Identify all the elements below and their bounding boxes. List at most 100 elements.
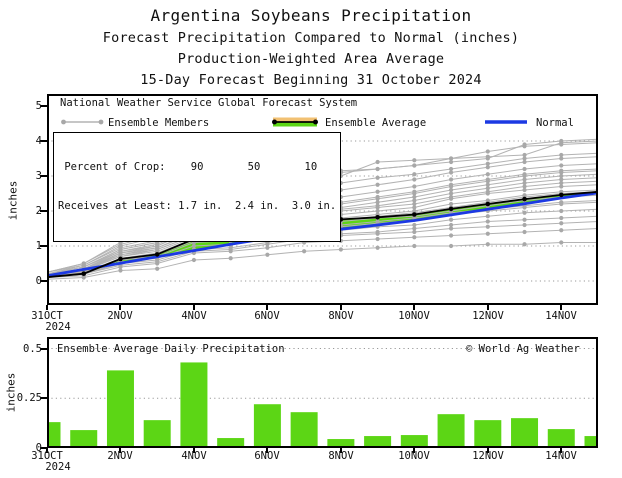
bottom-x-year-label: 2024 <box>45 461 71 473</box>
ensemble-member-marker <box>228 247 233 252</box>
top-y-tick-label: 1 <box>35 240 42 252</box>
daily-precip-bar <box>364 436 392 448</box>
top-y-tick-label: 5 <box>35 100 42 112</box>
ensemble-member-marker <box>155 266 160 271</box>
top-x-tick <box>487 305 489 310</box>
ensemble-member-marker <box>448 159 454 165</box>
ensemble-member-marker <box>485 242 490 247</box>
top-y-tick <box>40 105 47 107</box>
ensemble-member-marker <box>559 200 564 205</box>
ensemble-member-marker <box>522 242 527 247</box>
ensemble-members-swatch-icon <box>61 119 104 125</box>
legend-average-label: Ensemble Average <box>325 117 427 129</box>
crop-probability-table: Percent of Crop: 90 50 10 Receives at Le… <box>53 132 342 242</box>
ensemble-member-marker <box>485 186 490 191</box>
ensemble-average-marker <box>522 196 527 202</box>
top-y-tick <box>40 245 47 247</box>
bottom-y-tick-label: 0.25 <box>16 392 42 404</box>
top-y-tick-label: 4 <box>35 135 42 147</box>
legend-normal-label: Normal <box>536 117 574 129</box>
ensemble-member-marker <box>522 142 527 147</box>
ensemble-average-marker <box>375 215 380 220</box>
bottom-x-tick-label: 10NOV <box>398 450 430 462</box>
ensemble-member-marker <box>485 219 490 224</box>
ensemble-member-marker <box>191 243 197 249</box>
ensemble-member-marker <box>375 205 380 210</box>
top-x-tick-label: 12NOV <box>472 310 504 322</box>
ensemble-member-marker <box>412 222 417 228</box>
ensemble-average-marker <box>412 212 417 217</box>
ensemble-member-marker <box>191 257 197 263</box>
ensemble-member-marker <box>559 173 564 179</box>
bottom-y-tick-label: 0 <box>35 442 42 454</box>
ensemble-member-marker <box>448 226 454 231</box>
page-subtitle-3: 15-Day Forecast Beginning 31 October 202… <box>140 72 482 88</box>
top-x-tick-label: 6NOV <box>254 310 280 322</box>
ensemble-member-marker <box>448 201 454 207</box>
ensemble-member-marker <box>522 217 527 222</box>
daily-precip-bar <box>474 420 502 448</box>
bottom-chart-title: Ensemble Average Daily Precipitation <box>57 343 285 355</box>
top-chart-frame <box>47 94 598 305</box>
top-x-tick-label: 14NOV <box>545 310 577 322</box>
bottom-x-tick-label: 4NOV <box>181 450 207 462</box>
bottom-x-tick-label: 31OCT <box>31 450 63 462</box>
ensemble-member-marker <box>448 177 454 182</box>
ensemble-member-marker <box>375 231 380 236</box>
ensemble-member-marker <box>559 177 564 182</box>
top-x-year-label: 2024 <box>45 321 71 333</box>
ensemble-member-marker <box>412 201 417 207</box>
ensemble-average-marker <box>154 252 160 257</box>
ensemble-member-marker <box>485 149 490 154</box>
ensemble-member-marker <box>522 159 527 165</box>
daily-precip-bar <box>400 435 428 448</box>
bottom-x-tick <box>193 448 195 453</box>
ensemble-member-marker <box>412 184 417 189</box>
ensemble-member-marker <box>265 245 270 250</box>
ensemble-member-marker <box>448 222 454 228</box>
ensemble-member-marker <box>448 233 454 238</box>
ensemble-member-marker <box>375 182 380 187</box>
bottom-x-tick-label: 2NOV <box>107 450 133 462</box>
top-x-tick-label: 4NOV <box>181 310 207 322</box>
page-subtitle-1: Forecast Precipitation Compared to Norma… <box>102 30 520 46</box>
ensemble-member-marker <box>448 243 454 249</box>
bottom-y-tick-label: 0.5 <box>23 343 42 355</box>
daily-precip-bar <box>47 422 61 448</box>
ensemble-member-marker <box>559 221 564 226</box>
ensemble-member-marker <box>485 189 490 194</box>
bottom-x-tick-label: 8NOV <box>328 450 354 462</box>
ensemble-member-marker <box>412 229 417 235</box>
ensemble-member-marker <box>559 184 564 189</box>
ensemble-member-marker <box>559 240 564 245</box>
top-x-tick <box>413 305 415 310</box>
ensemble-member-marker <box>485 182 490 187</box>
ensemble-member-marker <box>522 152 527 158</box>
ensemble-member-marker <box>448 156 454 161</box>
daily-precip-bar <box>180 362 208 448</box>
ensemble-member-marker <box>522 166 527 172</box>
ensemble-member-marker <box>265 252 270 257</box>
ensemble-member-marker <box>522 156 527 161</box>
ensemble-member-marker <box>522 222 527 228</box>
top-x-tick <box>119 305 121 310</box>
ensemble-member-marker <box>522 177 527 182</box>
ensemble-member-marker <box>559 152 564 158</box>
ensemble-member-marker <box>412 177 417 182</box>
top-x-tick-label: 8NOV <box>328 310 354 322</box>
ensemble-member-marker <box>375 166 380 172</box>
ensemble-member-marker <box>485 165 490 170</box>
daily-precip-bar <box>584 436 598 448</box>
legend-members-label: Ensemble Members <box>108 117 210 129</box>
ensemble-average-marker <box>81 271 87 276</box>
bottom-x-tick-label: 14NOV <box>545 450 577 462</box>
ensemble-member-marker <box>412 198 417 203</box>
top-x-tick-label: 10NOV <box>398 310 430 322</box>
ensemble-member-marker <box>412 172 417 177</box>
ensemble-average-marker <box>118 256 123 262</box>
ensemble-average-marker <box>558 192 564 198</box>
daily-precip-bar <box>327 439 355 448</box>
ensemble-member-line <box>47 242 598 280</box>
ensemble-member-marker <box>375 194 380 200</box>
ensemble-average-swatch-icon <box>272 117 318 127</box>
